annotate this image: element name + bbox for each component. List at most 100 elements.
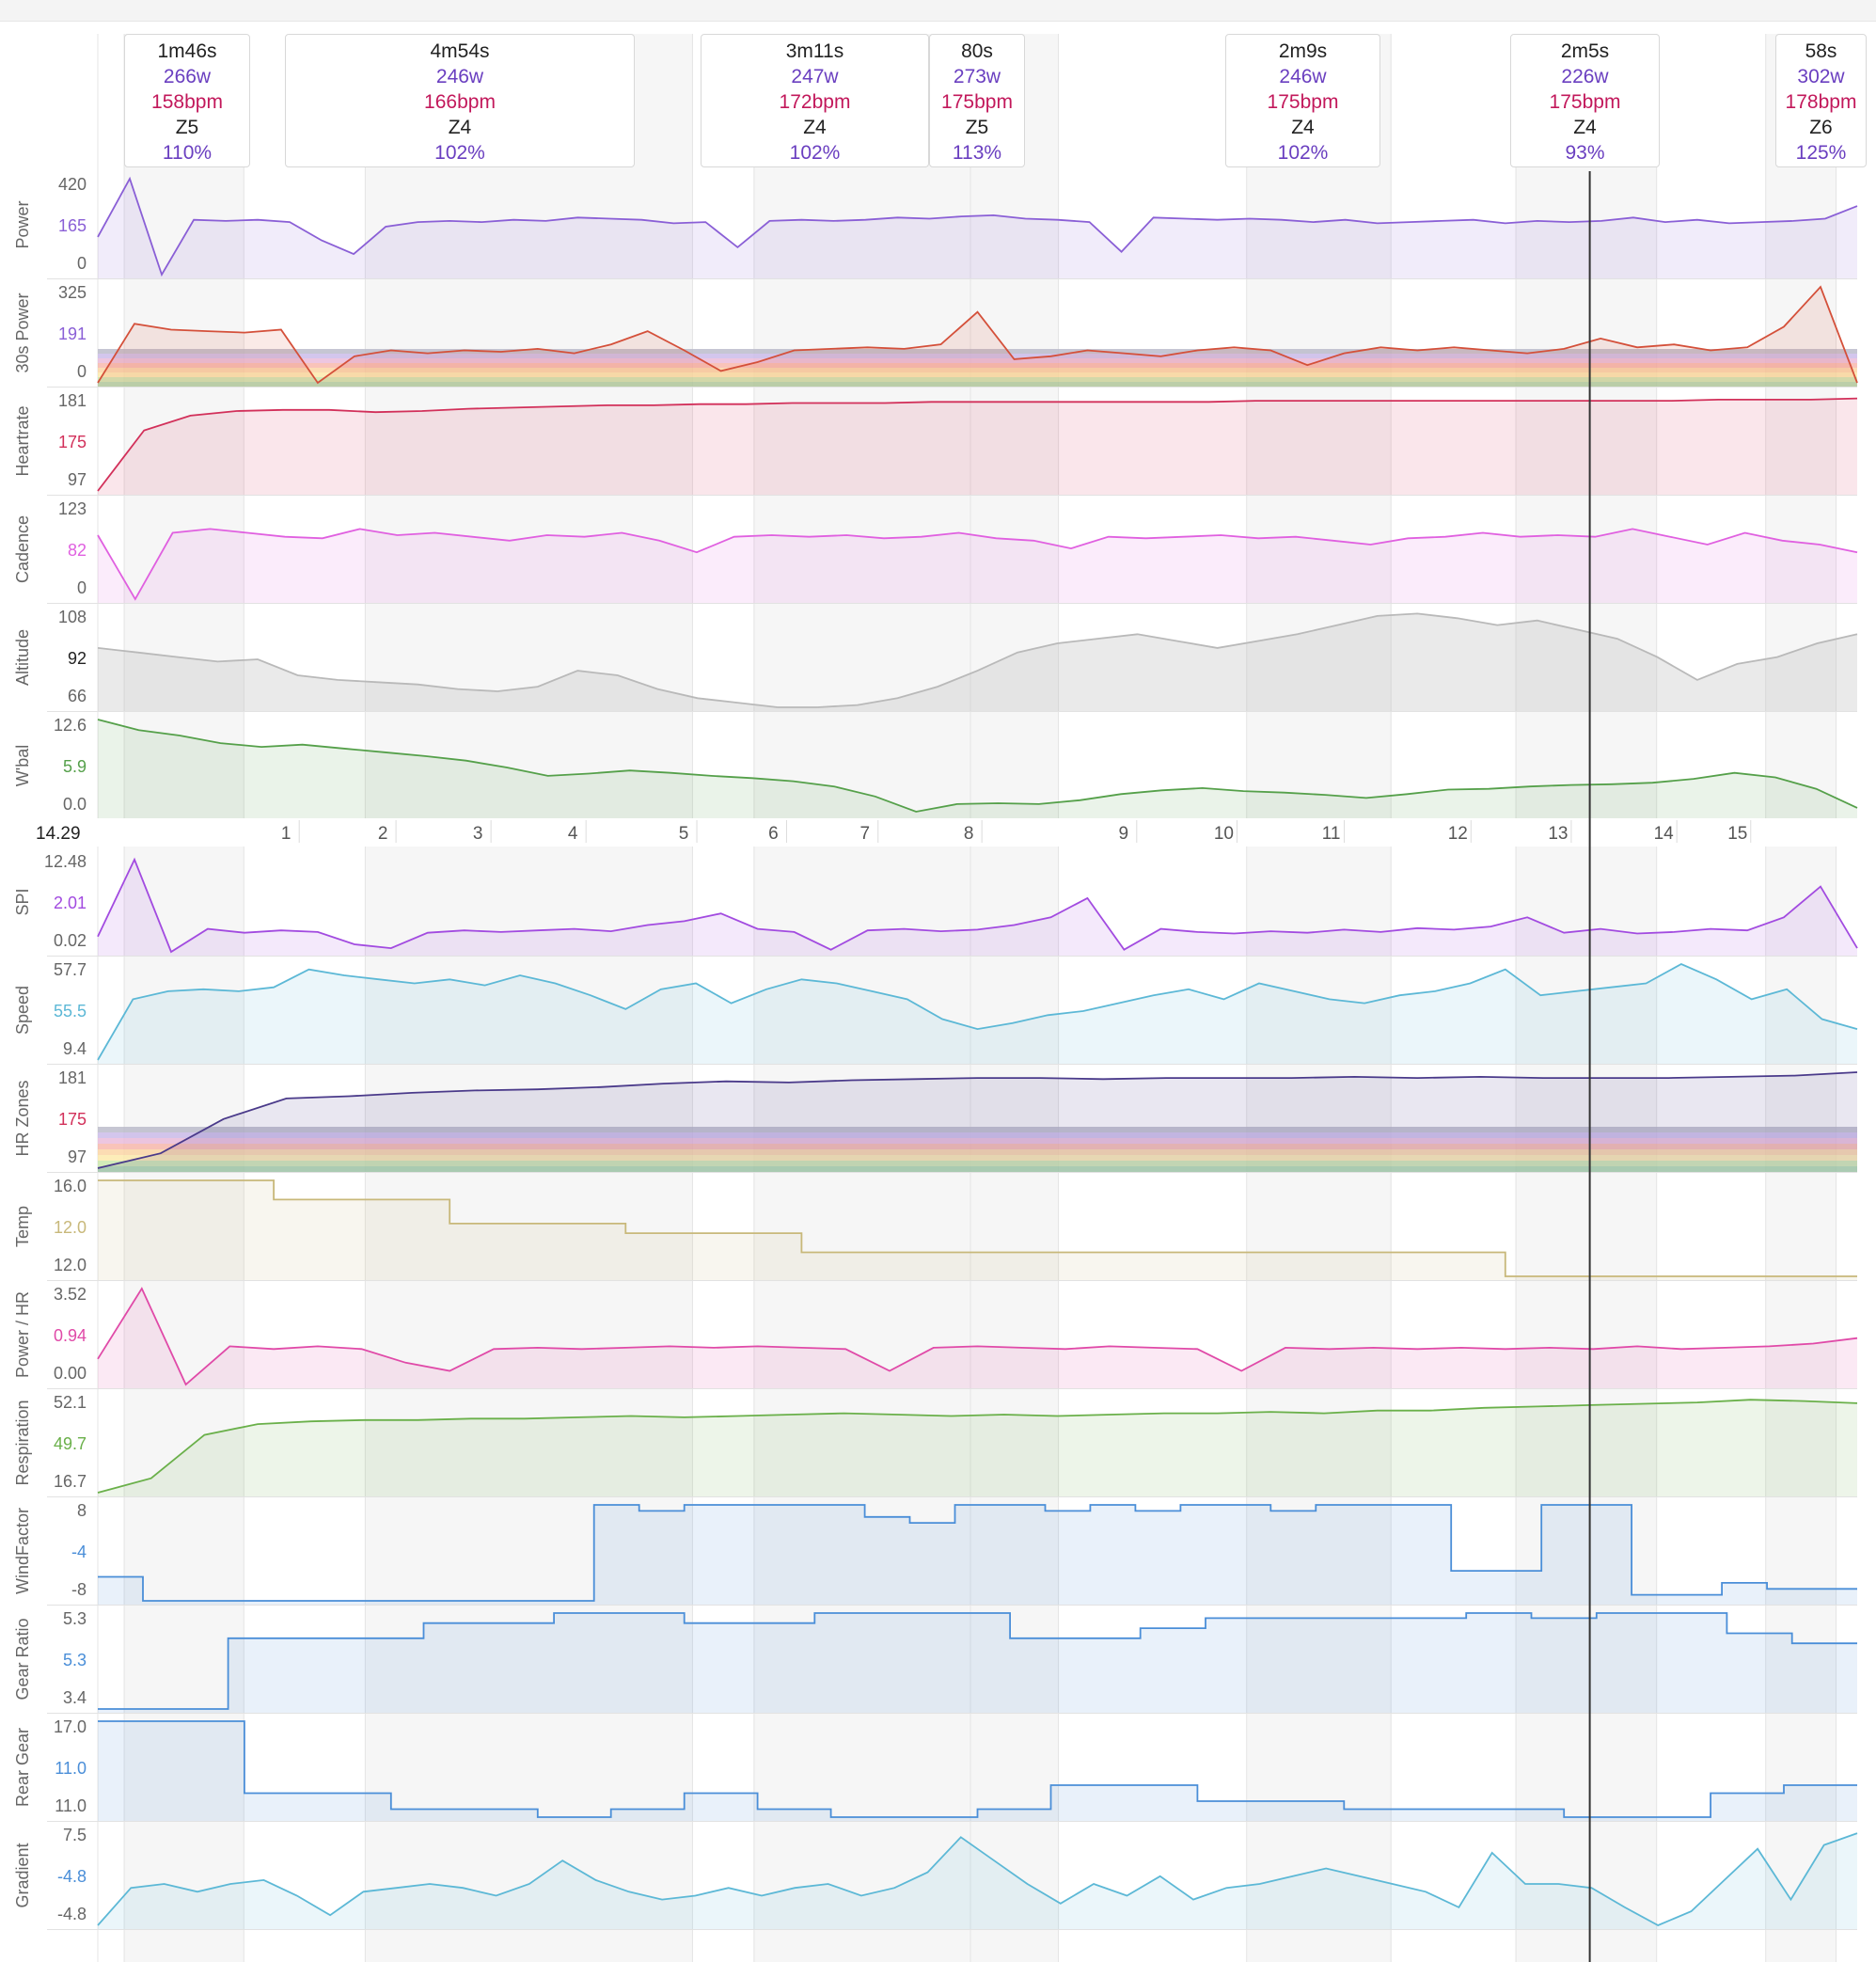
panel-label-5: W'bal: [13, 745, 32, 786]
series-line-windfactor: [98, 1504, 1857, 1602]
top-bar: [0, 0, 1876, 22]
panel-tick: 5.9: [63, 757, 87, 776]
series-area-hr-zones: [98, 1072, 1857, 1172]
panel-label-15: Gradient: [13, 1843, 32, 1907]
panel-tick: 12.6: [54, 716, 87, 735]
panel-tick: 11.0: [55, 1759, 87, 1778]
km-mark: 8: [964, 824, 974, 844]
panel-label-1: 30s Power: [13, 293, 32, 372]
interval-label[interactable]: 1m46s 266w 158bpm Z5 110%: [124, 34, 250, 167]
panel-tick: 66: [68, 687, 87, 705]
interval-label[interactable]: 58s 302w 178bpm Z6 125%: [1775, 34, 1867, 167]
interval-zone: Z5: [965, 117, 989, 138]
km-mark: 4: [568, 824, 578, 844]
series-area-cadence: [98, 529, 1857, 603]
interval-watts: 226w: [1561, 66, 1609, 87]
panel-label-7: Speed: [13, 986, 32, 1035]
panel-label-3: Cadence: [13, 515, 32, 583]
km-mark: 12: [1448, 824, 1468, 844]
panel-tick: 175: [58, 1110, 87, 1129]
panel-tick: 5.3: [63, 1609, 87, 1628]
series-line-cadence: [97, 528, 1858, 601]
panel-tick: 175: [58, 433, 87, 451]
zone-band: [98, 358, 1857, 363]
km-mark: 2: [378, 824, 388, 844]
panel-tick: 5.3: [63, 1651, 87, 1669]
interval-hr: 175bpm: [941, 91, 1013, 113]
panel-tick: -4.8: [57, 1867, 87, 1886]
interval-zone: Z4: [1573, 117, 1597, 138]
panel-tick: 57.7: [54, 960, 87, 979]
km-mark: 9: [1119, 824, 1129, 844]
panel-label-10: Power / HR: [13, 1291, 32, 1378]
interval-pct: 102%: [1277, 142, 1329, 164]
interval-watts: 266w: [163, 66, 212, 87]
interval-watts: 246w: [435, 66, 484, 87]
panel-tick: 52.1: [54, 1393, 87, 1412]
panel-label-13: Gear Ratio: [13, 1618, 32, 1700]
panel-tick: 82: [68, 541, 87, 560]
panel-tick: 49.7: [54, 1434, 87, 1453]
interval-hr: 175bpm: [1549, 91, 1621, 113]
series-line-temp: [98, 1179, 1857, 1277]
series-area-gradient: [98, 1833, 1857, 1929]
panel-label-4: Altitude: [13, 629, 32, 686]
interval-label[interactable]: 80s 273w 175bpm Z5 113%: [929, 34, 1025, 167]
panel-tick: 123: [58, 499, 87, 518]
series-line-heartrate: [97, 397, 1858, 492]
panel-tick: 9.4: [63, 1039, 87, 1058]
zone-band: [98, 382, 1857, 387]
panel-tick: 181: [58, 391, 87, 410]
panel-tick: 108: [58, 608, 87, 626]
panel-tick: 12.0: [54, 1218, 87, 1237]
series-area-rear-gear: [98, 1721, 1857, 1821]
panel-tick: 420: [58, 175, 87, 194]
interval-pct: 102%: [789, 142, 841, 164]
zone-band: [98, 1132, 1857, 1138]
interval-label[interactable]: 2m5s 226w 175bpm Z4 93%: [1510, 34, 1660, 167]
series-line-hr-zones: [97, 1071, 1858, 1169]
panel-tick: -4.8: [57, 1905, 87, 1923]
zone-band: [98, 354, 1857, 358]
panel-tick: 165: [58, 216, 87, 235]
distance-axis-row: [0, 818, 1876, 847]
interval-label[interactable]: 3m11s 247w 172bpm Z4 102%: [701, 34, 929, 167]
series-area-gear-ratio: [98, 1613, 1857, 1713]
zone-band: [98, 368, 1857, 372]
panel-label-0: Power: [13, 200, 32, 248]
zone-band: [98, 349, 1857, 354]
km-mark: 7: [859, 824, 870, 844]
interval-label[interactable]: 2m9s 246w 175bpm Z4 102%: [1225, 34, 1380, 167]
series-area-30s-power: [98, 287, 1857, 387]
series-line-power: [97, 176, 1858, 277]
interval-zone: Z4: [803, 117, 827, 138]
panel-tick: 0: [77, 578, 87, 597]
panel-tick: 12.0: [54, 1256, 87, 1274]
interval-label[interactable]: 4m54s 246w 166bpm Z4 102%: [285, 34, 635, 167]
series-area-power: [98, 179, 1857, 278]
km-mark: 3: [473, 824, 483, 844]
panel-tick: 0: [77, 254, 87, 273]
series-area-windfactor: [98, 1505, 1857, 1605]
km-mark: 10: [1214, 824, 1234, 844]
zone-band: [98, 372, 1857, 377]
zone-band: [98, 1161, 1857, 1166]
zone-band: [98, 1149, 1857, 1155]
panel-tick: 2.01: [54, 894, 87, 912]
series-area-heartrate: [98, 398, 1857, 495]
km-mark: 14: [1654, 824, 1675, 844]
panel-label-11: Respiration: [13, 1400, 32, 1485]
interval-duration: 58s: [1805, 40, 1837, 62]
panel-tick: 3.4: [63, 1688, 87, 1707]
panel-tick: 55.5: [54, 1002, 87, 1021]
interval-duration: 3m11s: [785, 40, 844, 62]
interval-hr: 178bpm: [1785, 91, 1857, 113]
km-mark: 13: [1548, 824, 1568, 844]
panel-label-9: Temp: [13, 1206, 32, 1247]
series-line-gear-ratio: [98, 1612, 1857, 1710]
series-area-altitude: [98, 613, 1857, 711]
interval-pct: 93%: [1565, 142, 1605, 164]
panel-tick: 16.0: [54, 1177, 87, 1195]
